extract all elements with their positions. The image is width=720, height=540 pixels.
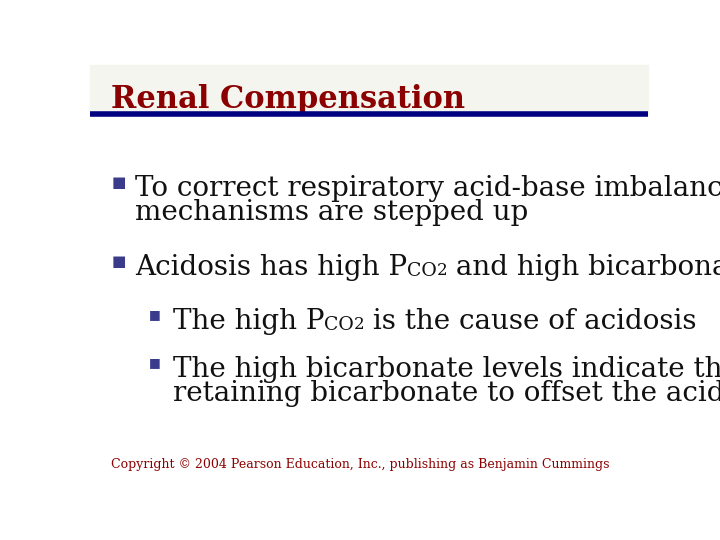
Text: is the cause of acidosis: is the cause of acidosis (364, 308, 697, 335)
Text: CO: CO (407, 262, 436, 280)
Text: retaining bicarbonate to offset the acidosis: retaining bicarbonate to offset the acid… (173, 380, 720, 407)
Text: Copyright © 2004 Pearson Education, Inc., publishing as Benjamin Cummings: Copyright © 2004 Pearson Education, Inc.… (111, 458, 610, 471)
Text: mechanisms are stepped up: mechanisms are stepped up (135, 199, 528, 226)
Bar (90, 65, 648, 114)
Text: 2: 2 (436, 262, 447, 279)
Text: and high bicarbonate levels: and high bicarbonate levels (447, 254, 720, 281)
Text: ■: ■ (111, 175, 125, 190)
Text: ■: ■ (111, 254, 125, 269)
Text: To correct respiratory acid-base imbalance, renal: To correct respiratory acid-base imbalan… (135, 175, 720, 202)
Text: CO: CO (324, 316, 354, 334)
Text: Acidosis has high P: Acidosis has high P (135, 254, 407, 281)
Text: The high P: The high P (173, 308, 324, 335)
Text: The high bicarbonate levels indicate the kidneys are: The high bicarbonate levels indicate the… (173, 356, 720, 383)
Text: ■: ■ (148, 356, 161, 369)
Text: ■: ■ (148, 308, 161, 321)
Text: Renal Compensation: Renal Compensation (111, 84, 465, 114)
Text: 2: 2 (354, 316, 364, 333)
